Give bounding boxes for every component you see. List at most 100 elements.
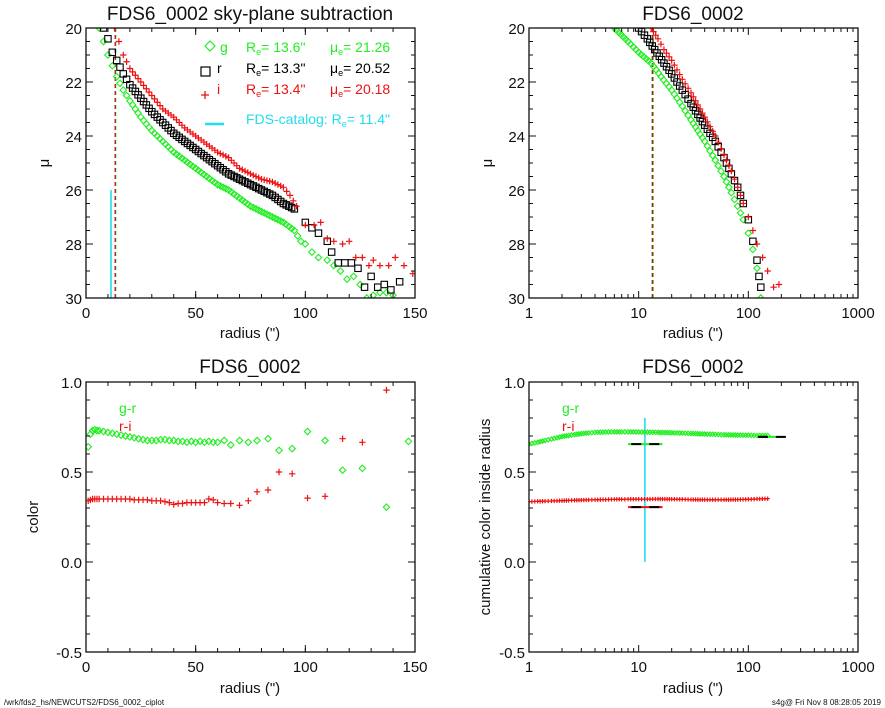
data-point xyxy=(765,496,770,501)
data-point xyxy=(125,432,134,441)
data-point xyxy=(116,63,124,71)
data-point xyxy=(139,435,148,444)
data-point xyxy=(556,434,563,441)
data-point xyxy=(210,496,217,504)
data-point xyxy=(597,429,604,436)
data-point xyxy=(602,429,609,436)
data-point xyxy=(718,431,725,438)
y-axis-label: color xyxy=(25,501,42,534)
series-r-i xyxy=(86,386,390,509)
data-point xyxy=(111,28,118,32)
legend-r-i: r-i xyxy=(562,418,574,434)
data-point xyxy=(227,500,234,507)
data-point xyxy=(580,430,587,437)
data-point xyxy=(245,497,252,504)
data-point xyxy=(531,439,538,446)
data-point xyxy=(126,495,134,503)
plot-frame xyxy=(528,381,859,653)
data-point xyxy=(578,430,585,437)
data-point xyxy=(283,188,290,195)
data-point xyxy=(649,429,656,436)
panel-profile-log: FDS6_0002 radius (") μ 1 10 100 1000 20 22 24 2… xyxy=(479,4,875,342)
x-tick-label: 10 xyxy=(630,305,647,322)
data-point xyxy=(103,428,112,437)
data-point xyxy=(734,432,741,439)
data-point xyxy=(699,109,706,117)
data-point xyxy=(200,438,209,447)
data-point xyxy=(123,58,130,65)
data-point xyxy=(116,79,124,88)
panel-profile-linear: FDS6_0002 sky-plane subtraction radius (… xyxy=(36,4,428,342)
data-point xyxy=(219,183,228,192)
data-point xyxy=(711,156,720,165)
data-point xyxy=(362,294,371,298)
data-point xyxy=(748,245,757,254)
data-point xyxy=(310,221,318,229)
data-point xyxy=(148,92,155,99)
data-point xyxy=(160,435,169,444)
data-point xyxy=(339,435,346,442)
data-point xyxy=(376,262,384,269)
y-axis-label: cumulative color inside radius xyxy=(477,419,494,616)
legend-re: Re= 13.4" xyxy=(246,81,305,99)
data-point xyxy=(687,115,695,124)
data-point xyxy=(617,30,626,39)
data-point xyxy=(317,219,324,226)
data-point xyxy=(288,470,296,477)
data-point xyxy=(654,69,663,78)
plot-area xyxy=(610,28,783,298)
data-point xyxy=(685,430,692,437)
plot-area xyxy=(529,418,786,562)
data-point xyxy=(715,431,722,438)
data-point xyxy=(644,429,651,436)
data-point xyxy=(696,130,705,139)
data-point xyxy=(304,494,311,502)
data-point xyxy=(775,281,783,288)
data-point xyxy=(687,89,695,96)
data-point xyxy=(213,180,222,189)
data-point xyxy=(618,428,625,435)
x-tick-label: 100 xyxy=(736,659,761,676)
data-point xyxy=(608,428,615,435)
data-point xyxy=(204,437,213,446)
data-point xyxy=(682,430,689,437)
data-point xyxy=(321,493,329,500)
data-point xyxy=(529,441,532,448)
y-tick-label: 22 xyxy=(65,75,82,92)
data-point xyxy=(671,429,678,436)
data-point xyxy=(365,262,373,269)
data-point xyxy=(712,132,719,140)
data-point xyxy=(108,61,117,70)
data-point xyxy=(134,434,143,443)
data-point xyxy=(709,128,716,135)
data-point xyxy=(614,28,623,37)
series-i xyxy=(647,28,783,291)
data-point xyxy=(657,41,665,48)
data-point xyxy=(537,438,544,445)
data-point xyxy=(288,444,297,453)
data-point xyxy=(724,183,733,192)
data-point xyxy=(338,466,347,475)
data-point xyxy=(216,181,225,190)
data-point xyxy=(140,82,147,89)
data-point xyxy=(214,499,221,506)
data-point xyxy=(99,427,108,436)
data-point xyxy=(275,446,283,455)
data-point xyxy=(92,426,101,435)
data-point xyxy=(395,278,404,286)
data-point xyxy=(691,123,700,131)
data-point xyxy=(696,105,704,113)
data-point xyxy=(244,169,251,176)
data-point xyxy=(112,56,121,65)
legend-band: g xyxy=(220,39,228,55)
data-point xyxy=(753,240,761,248)
data-point xyxy=(652,65,661,74)
data-point xyxy=(382,503,391,512)
data-point xyxy=(262,210,271,219)
data-point xyxy=(143,85,150,92)
x-axis-label: radius (") xyxy=(220,680,280,697)
y-tick-label: -0.5 xyxy=(56,645,82,662)
data-point xyxy=(654,35,662,42)
series-g xyxy=(610,28,765,298)
